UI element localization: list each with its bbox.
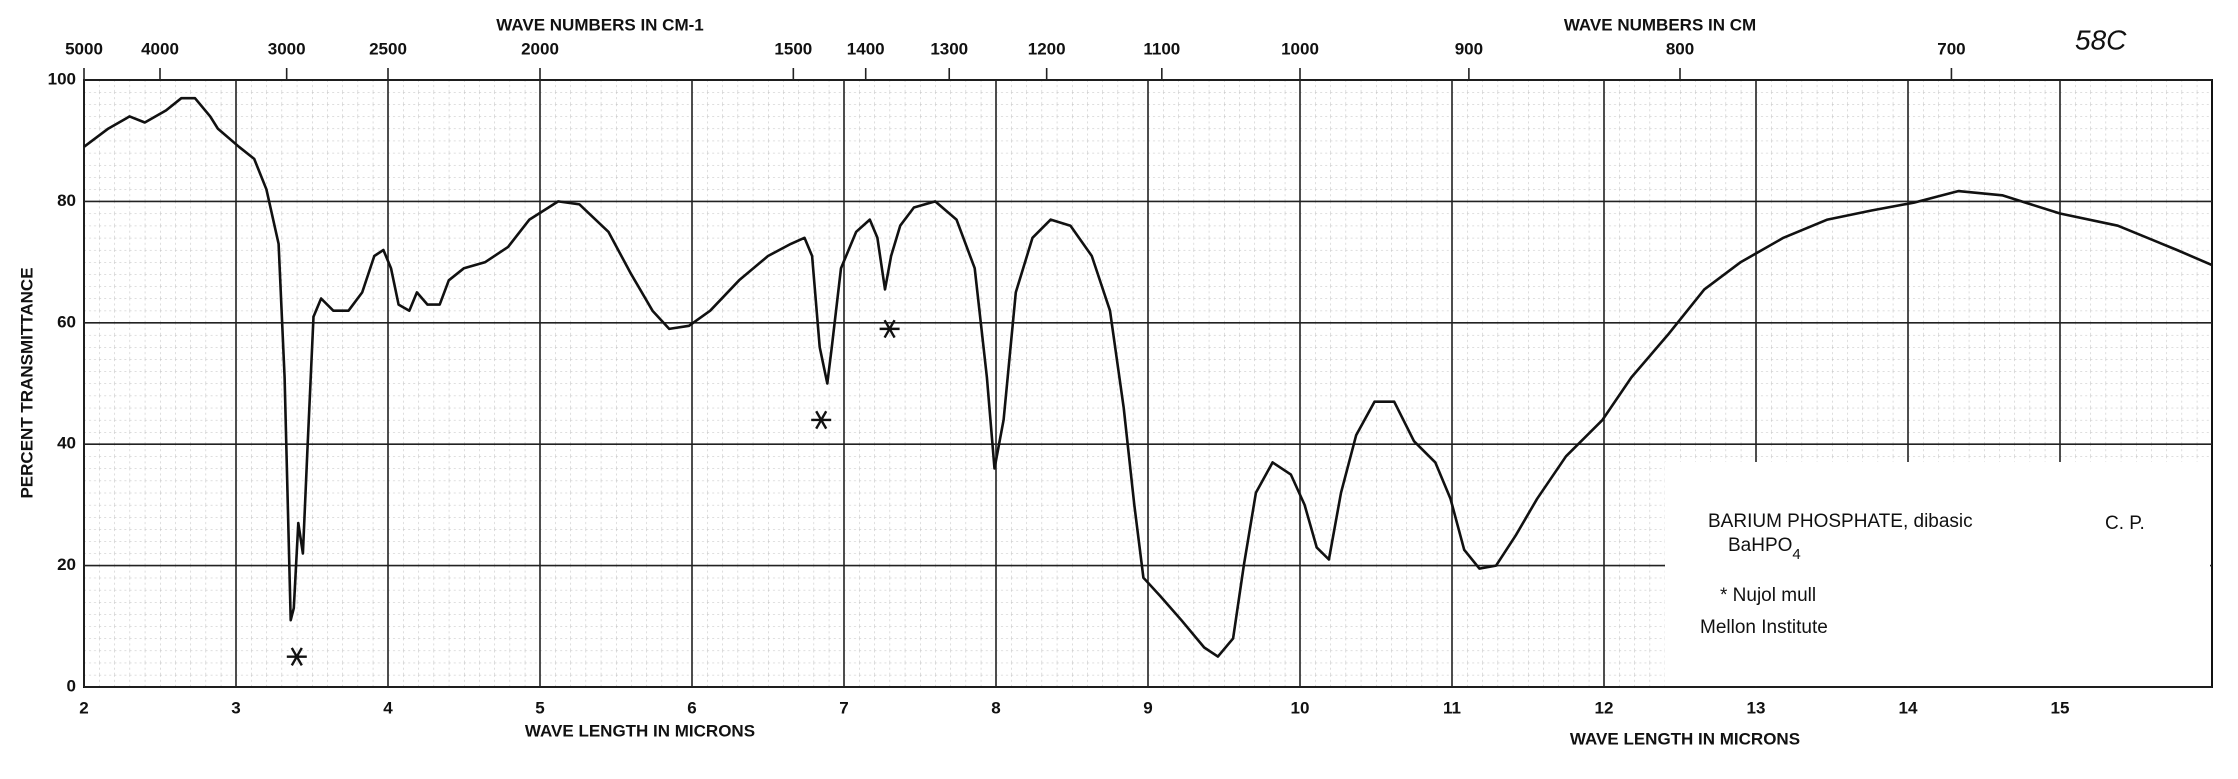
x2-tick-label: 800 [1666, 39, 1694, 58]
x-tick-label: 9 [1143, 698, 1152, 717]
x2-tick-label: 700 [1937, 39, 1965, 58]
x2-tick-label: 900 [1455, 39, 1483, 58]
sample-grade: C. P. [2105, 513, 2145, 534]
x2-tick-label: 3000 [268, 39, 306, 58]
x-axis-title: WAVE LENGTH IN MICRONS [1570, 729, 1800, 748]
x-tick-label: 15 [2051, 698, 2070, 717]
x2-tick-label: 1500 [774, 39, 812, 58]
y-tick-label: 60 [57, 312, 76, 331]
formula: BaHPO [1728, 535, 1792, 556]
x2-tick-label: 1300 [930, 39, 968, 58]
x-axis-title: WAVE LENGTH IN MICRONS [525, 721, 755, 740]
asterisk-marker [879, 319, 900, 339]
asterisk-marker [811, 410, 832, 430]
y-tick-label: 0 [67, 676, 76, 695]
x-tick-label: 8 [991, 698, 1000, 717]
asterisk-marker [286, 647, 307, 666]
source-note: Mellon Institute [1700, 617, 1828, 638]
x-tick-label: 13 [1747, 698, 1766, 717]
y-tick-label: 80 [57, 191, 76, 210]
x-tick-label: 6 [687, 698, 696, 717]
x2-tick-label: 1100 [1143, 39, 1180, 58]
spectrum-line [83, 96, 2213, 658]
asterisk-stroke [883, 319, 896, 339]
x-tick-label: 4 [383, 698, 393, 717]
x2-tick-label: 2500 [369, 39, 407, 58]
formula-subscript: 4 [1792, 546, 1800, 563]
x-tick-label: 2 [79, 698, 88, 717]
handwritten-note: 58C [2075, 24, 2127, 55]
x-tick-label: 5 [535, 698, 544, 717]
x2-tick-label: 1400 [847, 39, 885, 58]
y-tick-label: 20 [57, 555, 76, 574]
top-axis-title: WAVE NUMBERS IN CM-1 [496, 15, 703, 34]
y-tick-label: 100 [48, 69, 76, 88]
sample-name: BARIUM PHOSPHATE, dibasic [1708, 511, 1973, 532]
note-box [1665, 462, 2210, 686]
x-tick-label: 11 [1443, 698, 1461, 717]
x-tick-label: 12 [1595, 698, 1614, 717]
x2-tick-label: 1000 [1281, 39, 1319, 58]
mull-note: * Nujol mull [1720, 585, 1816, 606]
y-tick-label: 40 [57, 434, 76, 453]
sample-formula: BaHPO4 [1728, 535, 1801, 563]
x-tick-label: 10 [1291, 698, 1310, 717]
asterisk-stroke [290, 647, 303, 666]
x2-tick-label: 5000 [65, 39, 103, 58]
asterisk-stroke [815, 410, 828, 430]
x-tick-label: 7 [839, 698, 848, 717]
x2-tick-label: 1200 [1028, 39, 1066, 58]
x-tick-label: 3 [231, 698, 240, 717]
x-tick-label: 14 [1899, 698, 1918, 717]
y-axis-title: PERCENT TRANSMITTANCE [17, 267, 36, 498]
x2-tick-label: 2000 [521, 39, 559, 58]
top-axis-title: WAVE NUMBERS IN CM [1564, 15, 1756, 34]
x2-tick-label: 4000 [141, 39, 179, 58]
